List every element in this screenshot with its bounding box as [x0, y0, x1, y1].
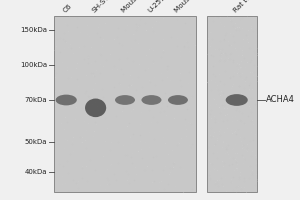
Text: U-251MG: U-251MG — [147, 0, 175, 14]
Text: Mouse liver: Mouse liver — [121, 0, 154, 14]
Text: 150kDa: 150kDa — [20, 27, 47, 33]
Ellipse shape — [226, 94, 248, 106]
Ellipse shape — [85, 99, 106, 117]
Bar — [207, 16, 257, 192]
Ellipse shape — [115, 95, 135, 105]
Text: C6: C6 — [62, 3, 73, 14]
Text: Mouse brain: Mouse brain — [174, 0, 209, 14]
Text: 50kDa: 50kDa — [25, 139, 47, 145]
Ellipse shape — [56, 95, 77, 105]
Ellipse shape — [168, 95, 188, 105]
Text: 70kDa: 70kDa — [25, 97, 47, 103]
Text: ACHA4: ACHA4 — [266, 96, 295, 104]
Text: SH-SY5Y: SH-SY5Y — [92, 0, 117, 14]
Text: 100kDa: 100kDa — [20, 62, 47, 68]
Bar — [55, 16, 196, 192]
Text: Rat testis: Rat testis — [232, 0, 261, 14]
Ellipse shape — [142, 95, 161, 105]
Text: 40kDa: 40kDa — [25, 169, 47, 175]
